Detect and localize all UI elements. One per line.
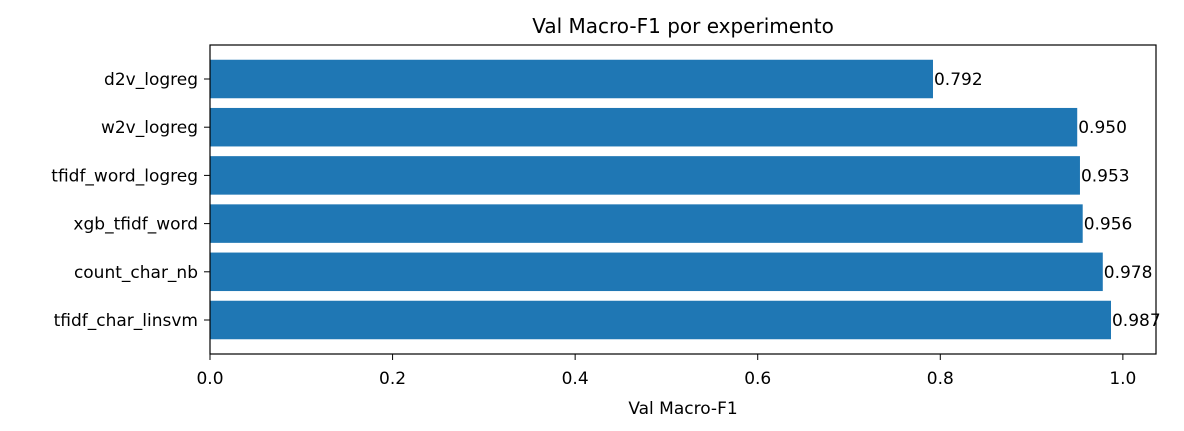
- bars-group: [210, 59, 1111, 340]
- x-axis: 0.0 0.2 0.4 0.6 0.8 1.0: [196, 354, 1136, 389]
- value-label-xgb-tfidf-word: 0.956: [1084, 215, 1133, 235]
- y-tick-label-tfidf-word-logreg: tfidf_word_logreg: [51, 166, 198, 186]
- plot-frame: [209, 44, 1157, 355]
- bar-d2v-logreg: [210, 59, 933, 99]
- x-tick-label: 0.2: [379, 369, 406, 389]
- y-tick-label-w2v-logreg: w2v_logreg: [101, 118, 198, 138]
- y-axis: d2v_logreg w2v_logreg tfidf_word_logregxgb…: [51, 70, 210, 331]
- y-tick-label-tfidf-char-linsvm: tfidf_char_linsvm: [54, 311, 198, 331]
- bar-count-char-nb: [210, 252, 1103, 292]
- value-label-tfidf-char-linsvm: 0.987: [1112, 311, 1161, 331]
- bar-tfidf-word-logreg: [210, 156, 1080, 195]
- value-labels-group: 0.792 0.950 0.953 0.956 0.978 0.987: [934, 70, 1161, 331]
- value-label-w2v-logreg: 0.950: [1078, 118, 1127, 138]
- x-tick-label: 0.4: [562, 369, 589, 389]
- y-tick-label-count-char-nb: count_char_nb: [74, 263, 198, 283]
- y-tick-label-xgb-tfidf-word: xgb_tfidf_word: [73, 215, 198, 235]
- value-label-d2v-logreg: 0.792: [934, 70, 983, 90]
- chart-title: Val Macro-F1 por experimento: [532, 14, 834, 38]
- bar-xgb-tfidf-word: [210, 204, 1083, 243]
- x-tick-label: 0.8: [927, 369, 954, 389]
- value-label-tfidf-word-logreg: 0.953: [1081, 166, 1130, 186]
- bar-w2v-logreg: [210, 107, 1078, 147]
- value-label-count-char-nb: 0.978: [1104, 263, 1153, 283]
- x-axis-title: Val Macro-F1: [628, 399, 737, 419]
- x-tick-label: 1.0: [1109, 369, 1136, 389]
- x-tick-label: 0.0: [196, 369, 223, 389]
- y-tick-label-d2v-logreg: d2v_logreg: [104, 70, 198, 90]
- bar-tfidf-char-linsvm: [210, 300, 1111, 340]
- x-tick-label: 0.6: [744, 369, 771, 389]
